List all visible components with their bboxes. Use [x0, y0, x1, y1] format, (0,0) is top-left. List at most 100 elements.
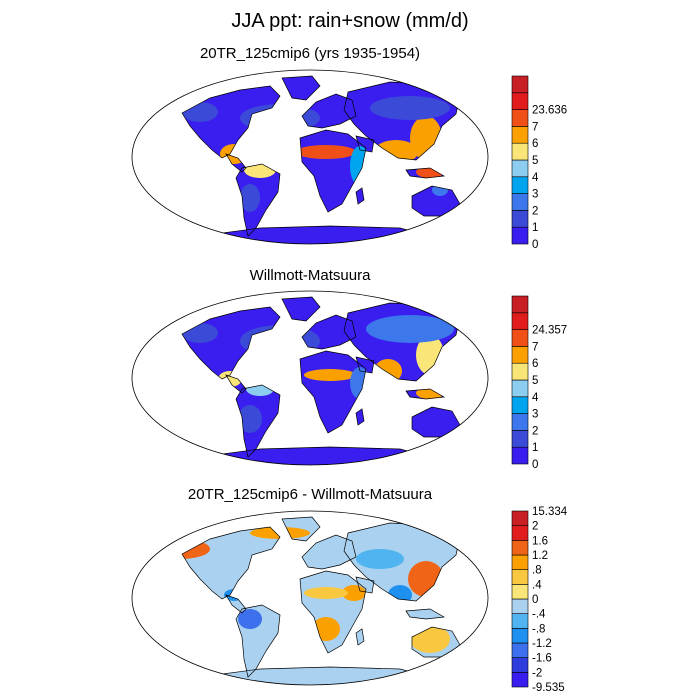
- coastline-europe: [301, 314, 357, 350]
- coastline-arabia: [355, 356, 375, 374]
- coastline-indonesia: [405, 167, 446, 179]
- colorbar-box: [511, 657, 529, 673]
- colorbar-box: [511, 329, 529, 347]
- coastline-south-america: [235, 384, 281, 458]
- colorbar-box: [511, 413, 529, 431]
- coastline-north-america: [181, 306, 281, 380]
- colorbar-box: [511, 176, 529, 194]
- colorbar-tick-label: 7: [532, 341, 538, 353]
- colorbar-tick-label: 5: [532, 155, 538, 167]
- colorbar-box: [511, 193, 529, 211]
- colorbar-box: [511, 379, 529, 398]
- precip-patch: [296, 145, 356, 159]
- colorbar-box: [511, 540, 529, 556]
- panel-1-map: [131, 69, 489, 245]
- colorbar-tick-label: 6: [532, 138, 538, 150]
- colorbar-box: [511, 396, 529, 414]
- colorbar-box: [511, 75, 529, 94]
- coastline-europe: [301, 534, 357, 570]
- colorbar-box: [511, 92, 529, 110]
- colorbar-tick-label: 23.636: [532, 105, 567, 117]
- colorbar-tick-label: .8: [532, 565, 542, 577]
- colorbar-tick-label: 1: [532, 222, 538, 234]
- colorbar-tick-label: 2: [532, 205, 538, 217]
- coastline-central-america: [225, 374, 247, 394]
- colorbar-tick-label: -9.535: [532, 682, 565, 694]
- globe-border: [131, 290, 489, 466]
- coastline-indonesia: [405, 608, 446, 620]
- colorbar-tick-label: 2: [532, 521, 538, 533]
- panel-2-title: Willmott-Matsuura: [249, 267, 371, 284]
- colorbar-box: [511, 525, 529, 541]
- colorbar-box: [511, 346, 529, 364]
- panel-2-map: [131, 290, 489, 466]
- panel-3-title: 20TR_125cmip6 - Willmott-Matsuura: [187, 486, 433, 503]
- colorbar-tick-label: -.4: [532, 609, 546, 621]
- panel-3-map: [131, 510, 489, 686]
- colorbar-box: [511, 226, 529, 245]
- coastline-south-america: [235, 604, 281, 678]
- colorbar-box: [511, 642, 529, 658]
- coastline-north-america: [181, 85, 281, 159]
- colorbar-tick-label: -1.6: [532, 653, 552, 665]
- coastline-greenland: [281, 296, 321, 322]
- colorbar-box: [511, 362, 529, 381]
- colorbar-box: [511, 584, 529, 600]
- colorbar-box: [511, 109, 529, 127]
- coastline-central-america: [225, 594, 247, 614]
- colorbar-tick-label: -2: [532, 667, 542, 679]
- colorbar-tick-label: 7: [532, 121, 538, 133]
- colorbar-tick-label: 1: [532, 442, 538, 454]
- coastline-europe: [301, 93, 357, 129]
- coastline-greenland: [281, 516, 321, 542]
- coastline-north-america: [181, 526, 281, 600]
- colorbar-tick-label: -1.2: [532, 638, 552, 650]
- precip-patch: [342, 585, 366, 601]
- colorbar-tick-label: -.8: [532, 623, 545, 635]
- colorbar-box: [511, 554, 529, 570]
- precip-patch: [370, 96, 450, 120]
- colorbar-tick-label: 2: [532, 425, 538, 437]
- globe-border: [131, 510, 489, 686]
- colorbar-box: [511, 312, 529, 330]
- colorbar-box: [511, 210, 529, 228]
- panel-1-title: 20TR_125cmip6 (yrs 1935-1954): [199, 45, 421, 62]
- colorbar-tick-label: 15.334: [532, 506, 568, 518]
- panel-3-colorbar: -9.535 -2 -1.6 -1.2 -.8 -.4 0 .4 .8 1.2 1.6 2 15.334: [511, 506, 568, 694]
- colorbar-tick-label: 5: [532, 375, 538, 387]
- coastline-greenland: [281, 75, 321, 101]
- coastline-arabia: [355, 135, 375, 153]
- globe-border: [131, 69, 489, 245]
- coastline-south-america: [235, 163, 281, 237]
- precip-patch: [304, 587, 348, 599]
- coastline-arabia: [355, 576, 375, 594]
- colorbar-tick-label: 4: [532, 172, 539, 184]
- colorbar-tick-label: 4: [532, 392, 539, 404]
- coastline-africa: [299, 129, 367, 213]
- colorbar-tick-label: 0: [532, 459, 538, 471]
- coastline-madagascar: [355, 408, 365, 426]
- precip-patch: [238, 609, 262, 629]
- colorbar-box: [511, 430, 529, 448]
- precip-patch: [238, 405, 262, 433]
- panel-2-colorbar: 0 1 2 3 4 5 6 7 24.357: [511, 295, 567, 471]
- coastline-africa: [299, 570, 367, 654]
- coastline-madagascar: [355, 187, 365, 205]
- colorbar-box: [511, 569, 529, 585]
- colorbar-tick-label: .4: [532, 579, 542, 591]
- colorbar-tick-label: 24.357: [532, 325, 567, 337]
- coastline-central-america: [225, 153, 247, 173]
- colorbar-box: [511, 510, 529, 526]
- precip-patch: [206, 559, 234, 579]
- colorbar-tick-label: 1.6: [532, 535, 548, 547]
- colorbar-tick-label: 6: [532, 358, 538, 370]
- colorbar-box: [511, 598, 529, 614]
- colorbar-box: [511, 159, 529, 178]
- precip-patch: [366, 315, 454, 343]
- coastline-indonesia: [405, 388, 446, 400]
- colorbar-tick-label: 3: [532, 189, 538, 201]
- colorbar-tick-label: 3: [532, 409, 538, 421]
- colorbar-box: [511, 295, 529, 314]
- colorbar-box: [511, 672, 529, 688]
- colorbar-box: [511, 446, 529, 465]
